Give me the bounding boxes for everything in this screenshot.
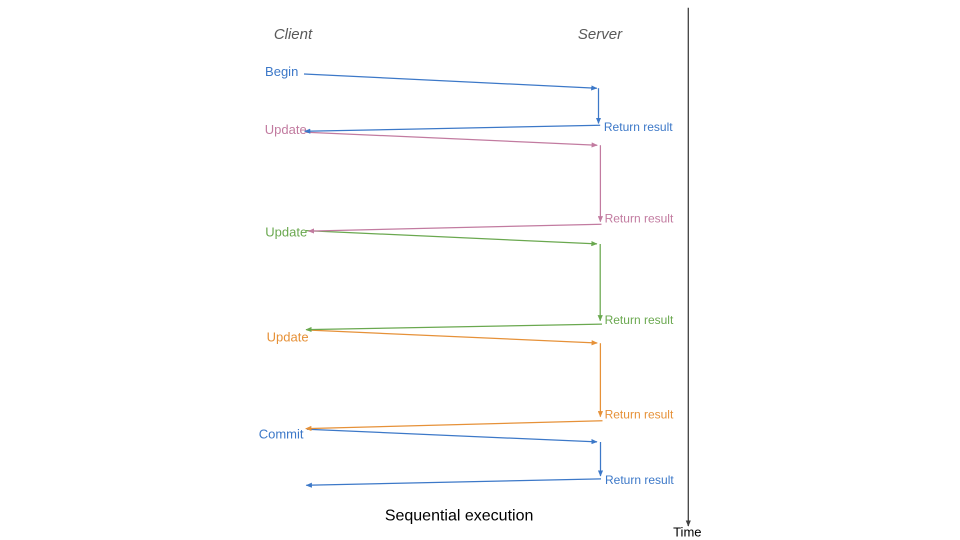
svg-text:Return result: Return result (605, 313, 674, 327)
svg-text:Commit: Commit (259, 427, 304, 442)
svg-text:Time: Time (673, 525, 701, 540)
svg-text:Return result: Return result (605, 408, 674, 422)
svg-text:Update: Update (267, 329, 309, 344)
svg-text:Return result: Return result (605, 211, 674, 225)
svg-text:Update: Update (265, 122, 307, 137)
svg-text:Return result: Return result (605, 473, 674, 487)
svg-text:Begin: Begin (265, 64, 298, 79)
svg-text:Server: Server (578, 26, 623, 43)
svg-text:Client: Client (274, 26, 313, 43)
svg-text:Sequential execution: Sequential execution (385, 508, 534, 525)
svg-text:Return result: Return result (604, 120, 673, 134)
svg-text:Update: Update (265, 224, 307, 239)
